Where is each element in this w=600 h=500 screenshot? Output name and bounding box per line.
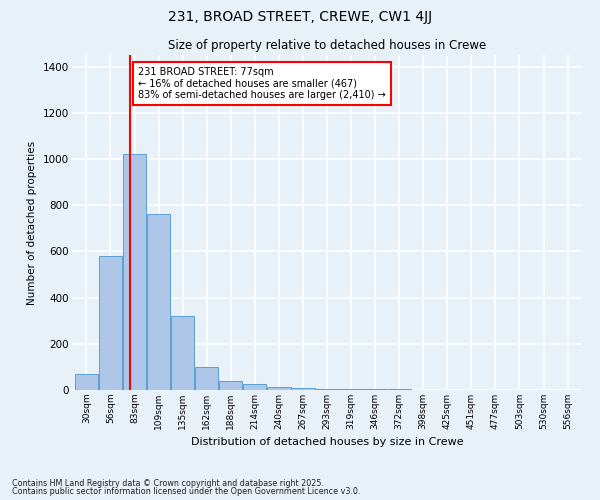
Text: Contains HM Land Registry data © Crown copyright and database right 2025.: Contains HM Land Registry data © Crown c… xyxy=(12,478,324,488)
Bar xyxy=(123,154,146,390)
Text: 231 BROAD STREET: 77sqm
← 16% of detached houses are smaller (467)
83% of semi-d: 231 BROAD STREET: 77sqm ← 16% of detache… xyxy=(139,66,386,100)
Bar xyxy=(171,316,194,390)
Y-axis label: Number of detached properties: Number of detached properties xyxy=(28,140,37,304)
Bar xyxy=(195,367,218,390)
Bar xyxy=(75,374,98,390)
X-axis label: Distribution of detached houses by size in Crewe: Distribution of detached houses by size … xyxy=(191,438,463,448)
Text: Contains public sector information licensed under the Open Government Licence v3: Contains public sector information licen… xyxy=(12,487,361,496)
Bar xyxy=(219,381,242,390)
Text: 231, BROAD STREET, CREWE, CW1 4JJ: 231, BROAD STREET, CREWE, CW1 4JJ xyxy=(168,10,432,24)
Bar xyxy=(291,388,314,390)
Bar xyxy=(243,384,266,390)
Bar xyxy=(267,386,290,390)
Bar xyxy=(99,256,122,390)
Bar xyxy=(147,214,170,390)
Title: Size of property relative to detached houses in Crewe: Size of property relative to detached ho… xyxy=(168,40,486,52)
